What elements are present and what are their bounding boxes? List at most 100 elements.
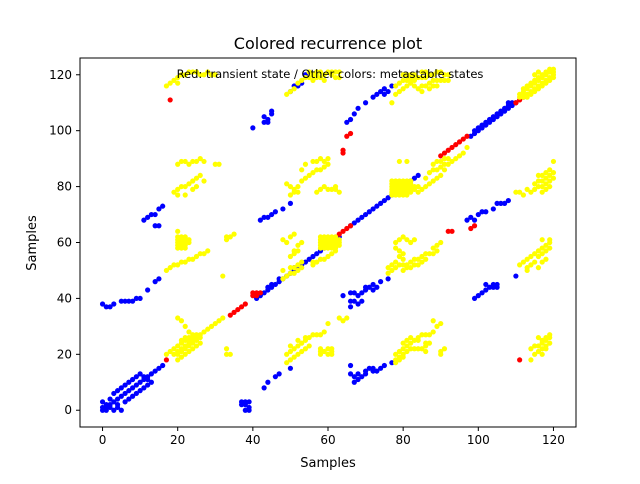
data-point (152, 223, 158, 229)
data-point (201, 158, 207, 165)
data-point (295, 351, 301, 357)
data-point (287, 365, 294, 371)
data-point (532, 88, 538, 95)
data-point (434, 83, 440, 89)
data-point (306, 256, 312, 262)
data-point (276, 276, 282, 282)
data-point (471, 217, 478, 223)
data-point (238, 304, 245, 310)
data-point (547, 77, 553, 83)
data-point (190, 178, 196, 184)
data-point (182, 323, 188, 329)
data-point (133, 390, 139, 397)
data-point (145, 214, 151, 220)
data-point (532, 351, 538, 357)
data-point (426, 80, 433, 86)
data-point (321, 256, 327, 262)
data-point (314, 189, 320, 195)
data-point (291, 248, 297, 254)
data-point (434, 248, 440, 254)
data-point (393, 91, 399, 97)
data-point (539, 189, 545, 195)
data-point (284, 181, 290, 187)
data-point (543, 175, 549, 181)
data-point (547, 332, 553, 338)
data-point (475, 293, 481, 299)
data-point (434, 69, 440, 75)
data-point (325, 351, 331, 357)
data-point (107, 304, 113, 310)
data-point (445, 147, 451, 153)
data-point (351, 374, 357, 380)
data-point (332, 74, 339, 81)
data-point (340, 228, 346, 234)
data-point (201, 178, 207, 184)
data-point (408, 334, 414, 341)
data-point (175, 262, 181, 268)
data-point (321, 72, 327, 78)
data-point (535, 172, 542, 179)
data-point (528, 189, 534, 195)
data-point (186, 181, 192, 187)
data-point (317, 74, 324, 81)
data-point (430, 72, 436, 78)
data-point (208, 72, 215, 78)
data-point (408, 74, 414, 81)
data-point (535, 178, 542, 184)
data-point (295, 248, 301, 254)
data-point (547, 237, 553, 243)
data-point (441, 72, 448, 78)
data-point (539, 172, 545, 179)
data-point (145, 376, 151, 383)
data-point (310, 72, 316, 78)
data-point (321, 77, 327, 83)
data-point (430, 161, 436, 167)
data-point (186, 69, 192, 75)
data-point (411, 237, 418, 243)
data-point (486, 284, 493, 290)
data-point (137, 295, 143, 302)
x-tick-label: 20 (170, 433, 185, 447)
y-axis-label: Samples (25, 215, 40, 271)
data-point (141, 385, 147, 391)
data-point (182, 72, 188, 78)
data-point (291, 86, 297, 92)
data-point (295, 262, 301, 268)
data-point (374, 91, 380, 97)
data-point (539, 72, 545, 78)
data-point (400, 72, 406, 78)
x-tick-label: 60 (320, 433, 335, 447)
data-point (336, 231, 342, 237)
x-tick-label: 40 (245, 433, 260, 447)
data-point (535, 74, 542, 81)
data-point (302, 74, 309, 81)
data-point (505, 100, 511, 106)
data-point (111, 407, 117, 413)
data-point (310, 77, 316, 83)
data-point (130, 393, 136, 399)
data-point (438, 348, 444, 355)
data-point (370, 206, 376, 212)
data-point (302, 161, 309, 167)
data-point (524, 265, 530, 271)
data-point (321, 183, 327, 190)
data-point (310, 170, 316, 176)
data-point (325, 234, 331, 240)
data-point (287, 253, 294, 260)
data-point (539, 337, 545, 343)
data-point (223, 351, 230, 357)
data-point (434, 167, 440, 173)
data-point (475, 211, 481, 218)
chart-title: Colored recurrence plot (234, 34, 422, 53)
data-point (381, 362, 387, 369)
data-point (411, 175, 418, 181)
data-point (186, 348, 192, 355)
data-point (400, 267, 406, 274)
data-point (171, 77, 177, 83)
data-point (539, 351, 545, 357)
data-point (205, 69, 211, 75)
data-point (167, 80, 173, 86)
data-point (550, 175, 557, 181)
data-point (438, 158, 444, 165)
